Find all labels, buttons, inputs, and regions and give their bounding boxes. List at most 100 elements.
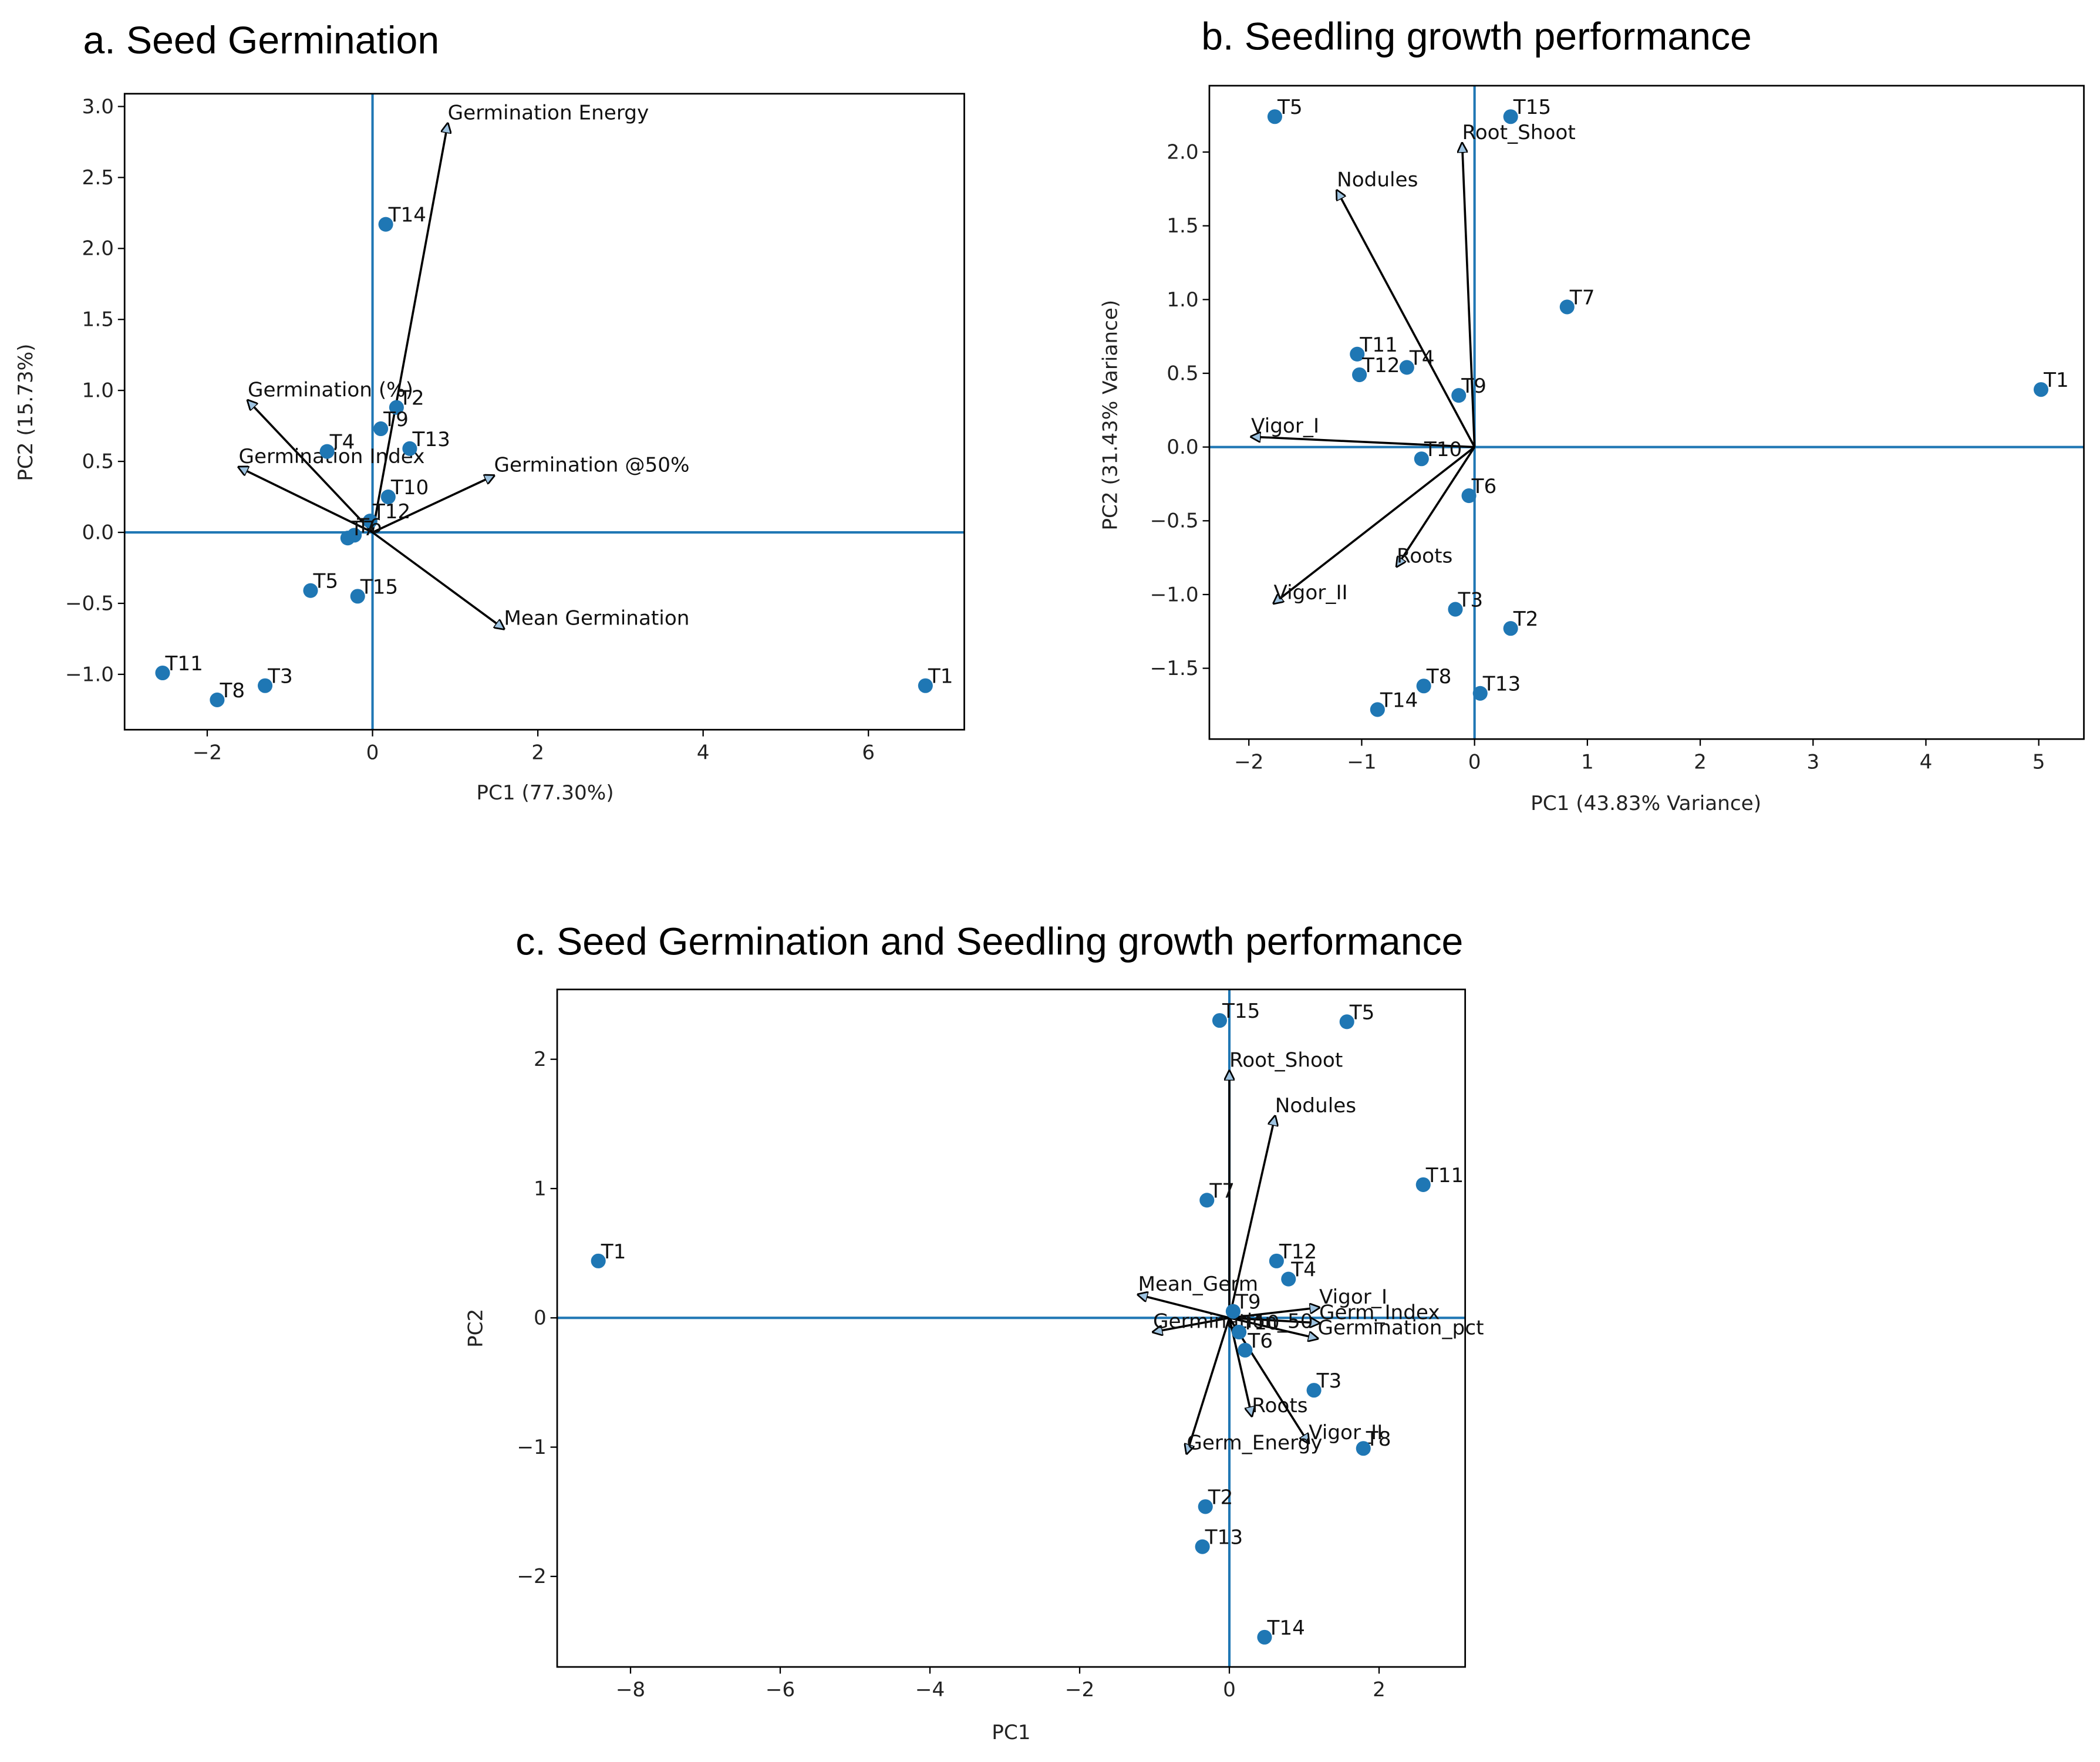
point-label: T13 bbox=[1205, 1526, 1243, 1550]
point-label: T13 bbox=[412, 428, 450, 451]
loading-label: Mean_Germ bbox=[1138, 1272, 1258, 1296]
loading-arrow bbox=[1229, 1308, 1319, 1319]
loading-label: Vigor_II bbox=[1274, 581, 1348, 605]
point-label: T3 bbox=[1316, 1369, 1342, 1393]
point bbox=[1269, 1253, 1284, 1268]
point-label: T15 bbox=[1222, 1000, 1260, 1023]
point bbox=[378, 217, 393, 232]
point-label: T14 bbox=[388, 204, 426, 227]
point bbox=[1503, 109, 1518, 124]
x-tick-label: 0 bbox=[366, 741, 379, 764]
point bbox=[389, 400, 404, 415]
x-tick-label: 4 bbox=[1920, 750, 1933, 774]
point-label: T5 bbox=[1349, 1001, 1375, 1024]
y-tick-label: 0 bbox=[534, 1307, 547, 1330]
y-tick-label: 3.0 bbox=[82, 95, 114, 119]
chart-title: c. Seed Germination and Seedling growth … bbox=[515, 920, 1463, 963]
point bbox=[303, 583, 318, 598]
point bbox=[918, 678, 933, 693]
point bbox=[1472, 686, 1488, 701]
point bbox=[1232, 1324, 1247, 1340]
y-tick-label: 1.5 bbox=[1167, 214, 1198, 238]
point bbox=[402, 441, 417, 456]
y-tick-label: 0.0 bbox=[82, 521, 114, 544]
point bbox=[1350, 346, 1365, 362]
loading-arrow bbox=[238, 467, 373, 534]
loading-arrow bbox=[1153, 1317, 1230, 1332]
point bbox=[1212, 1013, 1227, 1028]
point-label: T6 bbox=[356, 514, 382, 538]
x-tick-label: −1 bbox=[1347, 750, 1376, 774]
point-label: T4 bbox=[1290, 1258, 1316, 1282]
x-tick-label: 3 bbox=[1806, 750, 1819, 774]
x-tick-label: −8 bbox=[616, 1678, 645, 1702]
loading-arrow bbox=[1397, 446, 1476, 567]
point-label: T15 bbox=[1513, 96, 1551, 119]
loading-arrow bbox=[1228, 1317, 1309, 1443]
point-label: T1 bbox=[601, 1240, 626, 1264]
point bbox=[1414, 451, 1429, 467]
point-label: T2 bbox=[1208, 1486, 1233, 1509]
plot-frame bbox=[1208, 85, 2085, 740]
point bbox=[1356, 1441, 1371, 1456]
point bbox=[1503, 621, 1518, 636]
chart-title: b. Seedling growth performance bbox=[1201, 15, 1752, 58]
point-label: T15 bbox=[360, 575, 398, 599]
point-label: T8 bbox=[219, 679, 245, 703]
loading-label: Germ_Index bbox=[1319, 1301, 1440, 1324]
point-label: T12 bbox=[1361, 354, 1400, 377]
loading-arrow bbox=[1186, 1317, 1231, 1453]
loading-label: Germination (%) bbox=[248, 378, 413, 401]
point-label: T1 bbox=[2043, 369, 2069, 392]
point bbox=[1339, 1014, 1354, 1029]
point-label: T11 bbox=[1359, 333, 1397, 357]
loading-label: Vigor_I bbox=[1319, 1285, 1387, 1309]
loading-label: Germ_Energy bbox=[1186, 1432, 1322, 1455]
x-tick-label: 2 bbox=[1373, 1678, 1386, 1702]
point bbox=[1352, 367, 1367, 383]
loading-arrow bbox=[248, 400, 373, 534]
point-label: T14 bbox=[1380, 688, 1418, 712]
point-label: T3 bbox=[267, 665, 293, 688]
y-tick-label: 1.5 bbox=[82, 308, 114, 332]
point-label: T6 bbox=[1471, 475, 1497, 498]
point bbox=[1451, 388, 1467, 403]
point-label: T7 bbox=[1569, 286, 1595, 309]
point-label: T6 bbox=[1247, 1329, 1273, 1353]
point bbox=[1416, 679, 1431, 694]
y-tick-label: 2.5 bbox=[82, 166, 114, 190]
x-tick-label: 1 bbox=[1581, 750, 1594, 774]
point-label: T7 bbox=[350, 517, 376, 541]
point-label: T10 bbox=[1241, 1311, 1279, 1335]
y-tick-label: −2 bbox=[517, 1565, 546, 1588]
point-label: T5 bbox=[313, 570, 339, 593]
point bbox=[1195, 1539, 1210, 1554]
point bbox=[1415, 1177, 1431, 1192]
point bbox=[1448, 602, 1463, 617]
point bbox=[1238, 1342, 1253, 1358]
y-axis-label: PC2 bbox=[464, 1309, 487, 1348]
y-tick-label: 0.0 bbox=[1167, 436, 1198, 459]
loading-arrow bbox=[1229, 1317, 1319, 1323]
x-tick-label: 2 bbox=[531, 741, 544, 764]
point bbox=[155, 665, 170, 681]
point-label: T2 bbox=[399, 387, 424, 410]
loading-arrow bbox=[1337, 190, 1476, 448]
point-label: T5 bbox=[1277, 96, 1303, 119]
loading-arrow bbox=[372, 475, 494, 534]
loading-label: Vigor_I bbox=[1251, 414, 1319, 438]
loading-label: Roots bbox=[1397, 544, 1452, 568]
y-tick-label: −1.0 bbox=[65, 663, 114, 686]
loading-arrow bbox=[371, 123, 448, 533]
point bbox=[340, 531, 355, 546]
point bbox=[591, 1253, 606, 1268]
loading-arrow bbox=[1251, 437, 1475, 448]
point bbox=[373, 421, 389, 437]
point bbox=[319, 444, 335, 459]
loading-label: Germination_pct bbox=[1317, 1317, 1484, 1340]
point bbox=[1461, 488, 1477, 504]
point bbox=[1559, 299, 1575, 315]
y-tick-label: −1 bbox=[517, 1436, 546, 1459]
y-tick-label: 1.0 bbox=[1167, 288, 1198, 312]
